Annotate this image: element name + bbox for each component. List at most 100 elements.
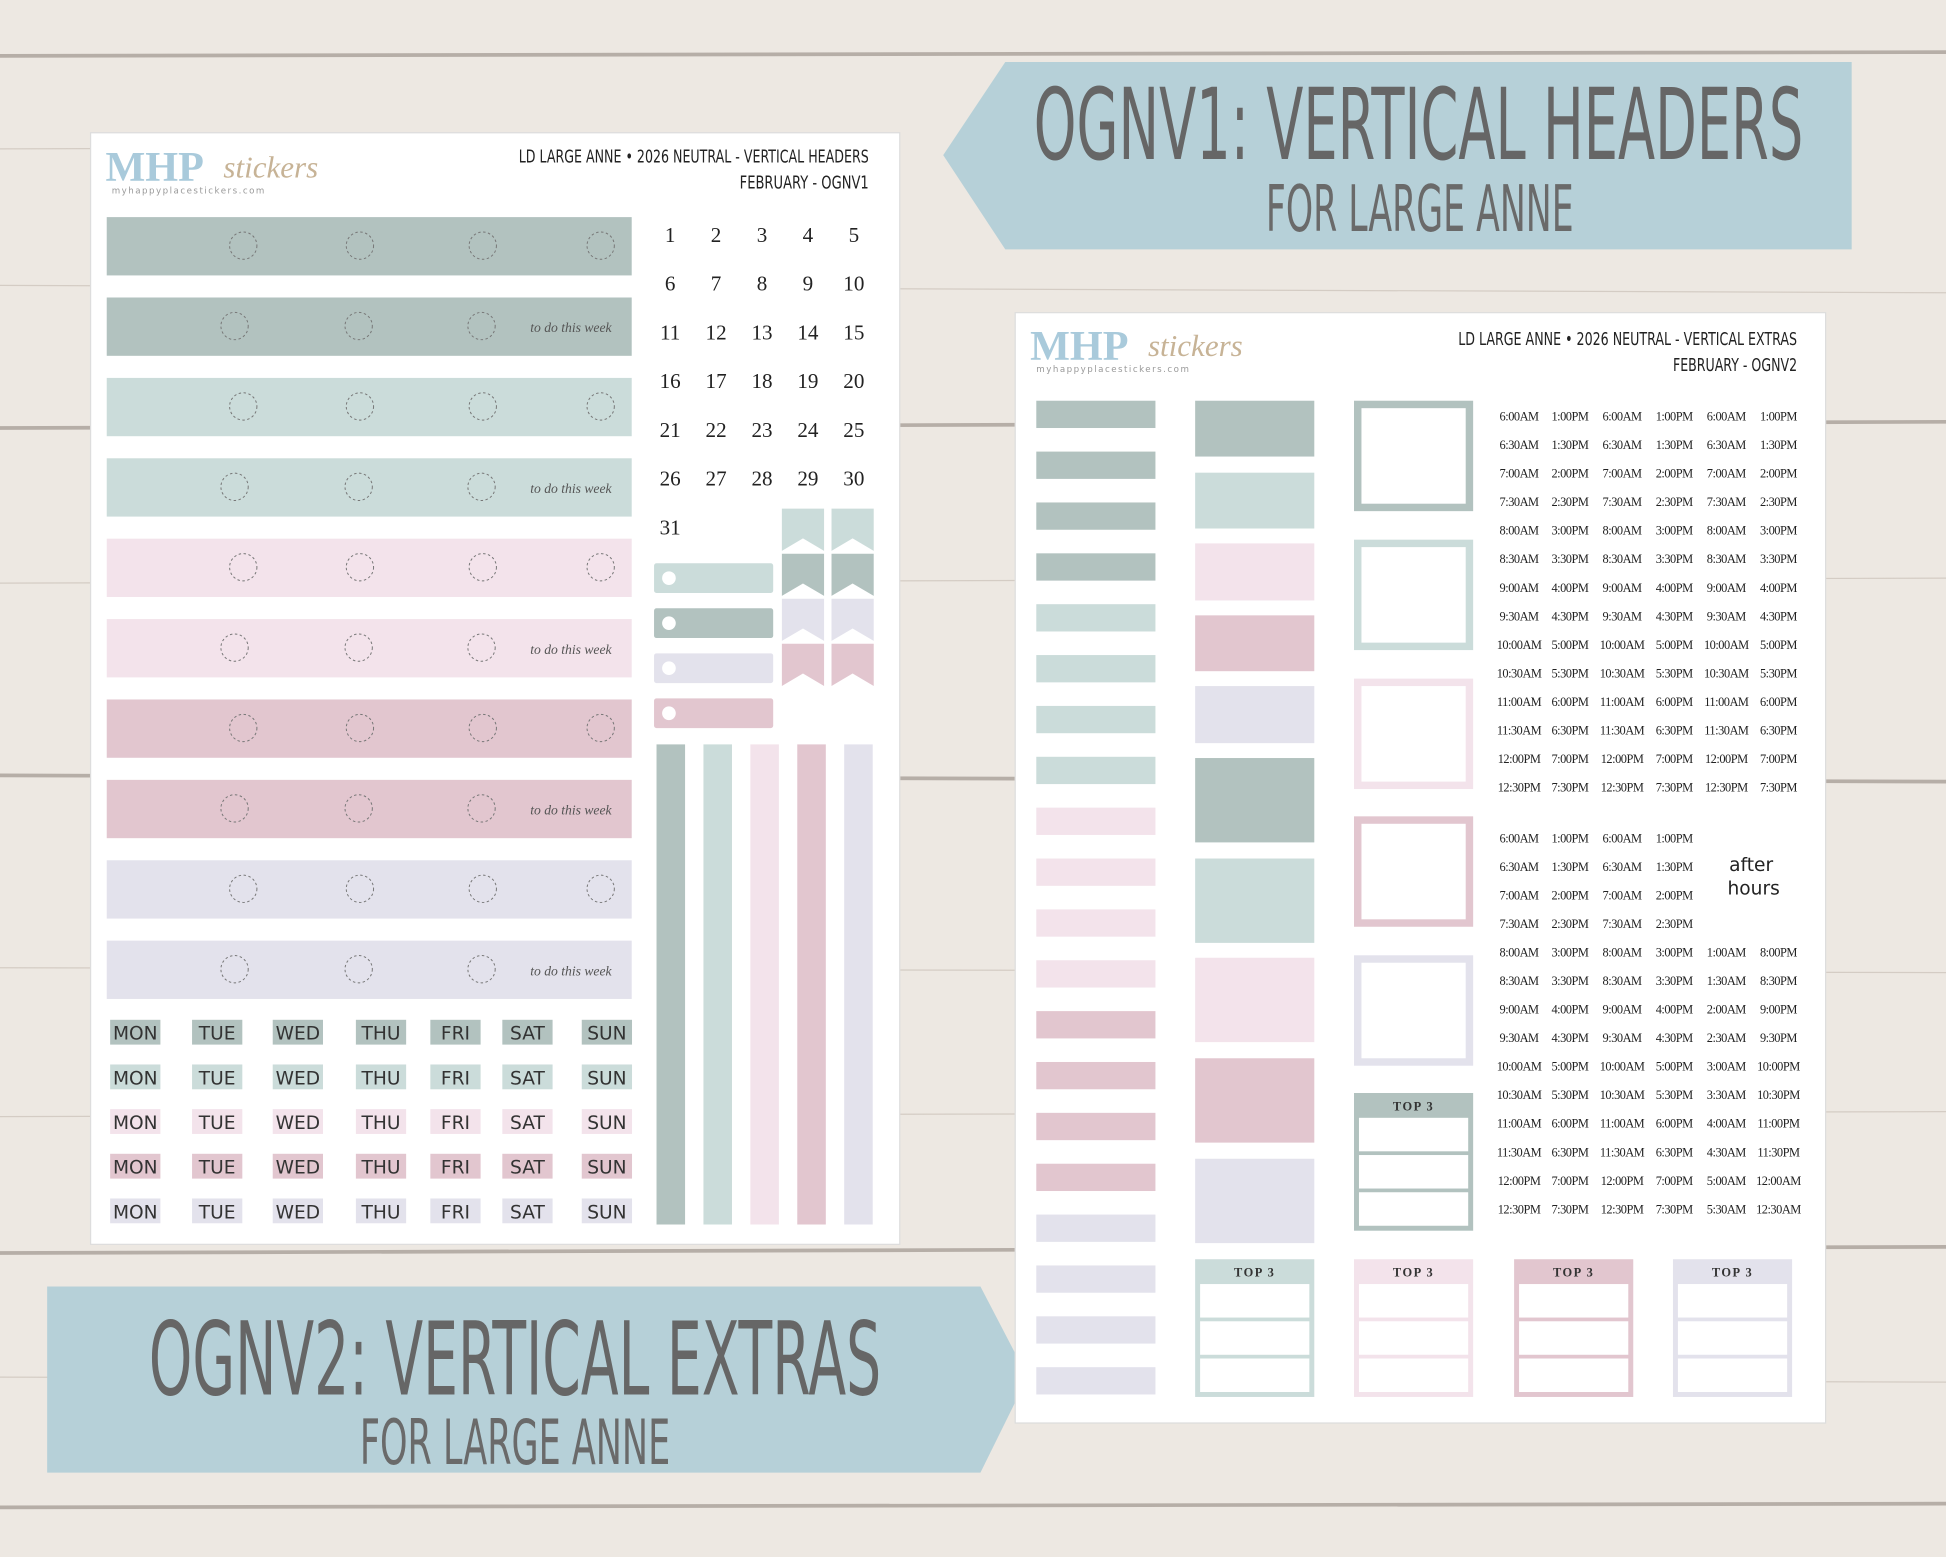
flag-sticker	[831, 598, 874, 641]
day-label: MON	[113, 1202, 158, 1223]
logo-script: stickers	[1148, 328, 1243, 363]
day-label-bg	[430, 1198, 481, 1224]
time-label: 6:30AM	[1500, 438, 1540, 452]
time-label: 1:00PM	[1656, 410, 1693, 424]
day-label-bg	[192, 1064, 243, 1090]
time-label: 3:30PM	[1551, 552, 1588, 566]
time-label: 11:30AM	[1497, 723, 1542, 737]
strip-sticker	[1036, 807, 1156, 835]
time-label: 6:30AM	[1707, 438, 1747, 452]
day-label: WED	[276, 1068, 321, 1089]
time-label: 6:30PM	[1760, 723, 1797, 737]
box-sticker	[1195, 543, 1315, 601]
top3-line	[1677, 1358, 1788, 1392]
time-label: 9:30PM	[1760, 1031, 1797, 1045]
day-label-bg	[581, 1198, 633, 1224]
time-label: 6:00AM	[1603, 831, 1643, 845]
time-label: 4:00PM	[1551, 581, 1588, 595]
time-label: 10:30AM	[1497, 666, 1542, 680]
day-label-bg	[110, 1198, 161, 1224]
time-label: 1:30AM	[1707, 974, 1747, 988]
date-number: 10	[843, 272, 864, 296]
time-label: 5:00PM	[1760, 638, 1797, 652]
date-number: 17	[706, 369, 727, 393]
time-label: 2:00AM	[1707, 1003, 1747, 1017]
top3-line	[1200, 1358, 1310, 1392]
time-label: 1:00PM	[1551, 410, 1588, 424]
time-label: 6:00AM	[1500, 831, 1540, 845]
checkbox-circle	[344, 311, 373, 341]
checkbox-circle	[220, 633, 249, 662]
day-label-bg	[581, 1019, 633, 1045]
day-label: MON	[113, 1113, 158, 1134]
header-strip	[106, 538, 632, 597]
checkbox-circle	[468, 553, 497, 582]
day-label: MON	[113, 1068, 158, 1089]
top3-line	[1519, 1321, 1629, 1355]
day-label: SAT	[510, 1024, 545, 1045]
date-number: 28	[751, 467, 772, 491]
banner-subtitle: FOR LARGE ANNE	[360, 1406, 670, 1479]
checkbox-circle	[220, 794, 249, 823]
flag-sticker	[781, 643, 825, 686]
time-label: 5:30PM	[1656, 1088, 1693, 1102]
label-dot	[662, 661, 676, 676]
top3-title: TOP 3	[1553, 1266, 1594, 1280]
time-label: 6:30PM	[1656, 723, 1693, 737]
time-label: 7:00PM	[1656, 752, 1693, 766]
day-label-bg	[355, 1109, 407, 1134]
time-label: 6:30AM	[1500, 860, 1540, 874]
time-label: 2:30PM	[1551, 495, 1588, 509]
checkbox-circle	[468, 874, 497, 903]
time-label: 6:00PM	[1551, 1117, 1588, 1131]
date-number: 26	[660, 467, 681, 491]
label-dot	[662, 571, 676, 585]
time-label: 8:00AM	[1603, 524, 1643, 538]
time-label: 4:30PM	[1760, 609, 1797, 623]
checkbox-circle	[229, 392, 258, 421]
todo-label: to do this week	[530, 963, 612, 978]
time-label: 2:00PM	[1551, 467, 1588, 481]
time-label: 10:00AM	[1600, 638, 1645, 652]
day-label: SAT	[510, 1202, 545, 1223]
day-label-bg	[581, 1064, 633, 1090]
time-label: 3:00PM	[1551, 946, 1588, 960]
checkbox-circle	[220, 955, 249, 984]
time-label: 10:30PM	[1757, 1088, 1800, 1102]
top3-line	[1358, 1358, 1469, 1392]
time-label: 7:00PM	[1760, 752, 1797, 766]
date-number: 22	[706, 418, 727, 442]
day-label: FRI	[441, 1068, 470, 1089]
date-number: 16	[660, 369, 681, 393]
time-label: 2:00PM	[1656, 888, 1693, 902]
time-label: 11:00PM	[1757, 1117, 1800, 1131]
time-label: 1:30PM	[1551, 438, 1588, 452]
time-label: 8:00AM	[1500, 946, 1540, 960]
day-label: FRI	[441, 1158, 470, 1179]
time-label: 9:00AM	[1707, 581, 1747, 595]
time-label: 2:00PM	[1760, 467, 1797, 481]
frame-sticker	[1354, 678, 1474, 790]
logo-url: myhappyplacestickers.com	[1036, 365, 1190, 375]
time-label: 3:00AM	[1707, 1060, 1747, 1074]
date-number: 21	[660, 418, 681, 442]
day-label: SAT	[510, 1158, 545, 1179]
time-label: 4:30PM	[1551, 1031, 1588, 1045]
time-label: 8:30AM	[1707, 552, 1747, 566]
time-label: 2:30PM	[1656, 917, 1693, 931]
time-label: 10:00AM	[1497, 1060, 1542, 1074]
time-label: 2:30AM	[1707, 1031, 1747, 1045]
time-label: 9:00AM	[1500, 1003, 1540, 1017]
time-label: 7:30AM	[1603, 495, 1643, 509]
date-number: 7	[711, 272, 722, 296]
date-number: 19	[797, 369, 818, 393]
day-label: THU	[361, 1024, 401, 1045]
sheet-header: LD LARGE ANNE • 2026 NEUTRAL - VERTICAL …	[519, 148, 869, 168]
time-label: 3:00PM	[1760, 524, 1797, 538]
time-label: 3:30AM	[1707, 1088, 1747, 1102]
header-strip	[106, 860, 632, 919]
day-label-bg	[502, 1019, 553, 1045]
label-sticker	[654, 653, 774, 684]
sheet-header: FEBRUARY - OGNV2	[1673, 356, 1797, 376]
strip-sticker	[1036, 655, 1156, 683]
